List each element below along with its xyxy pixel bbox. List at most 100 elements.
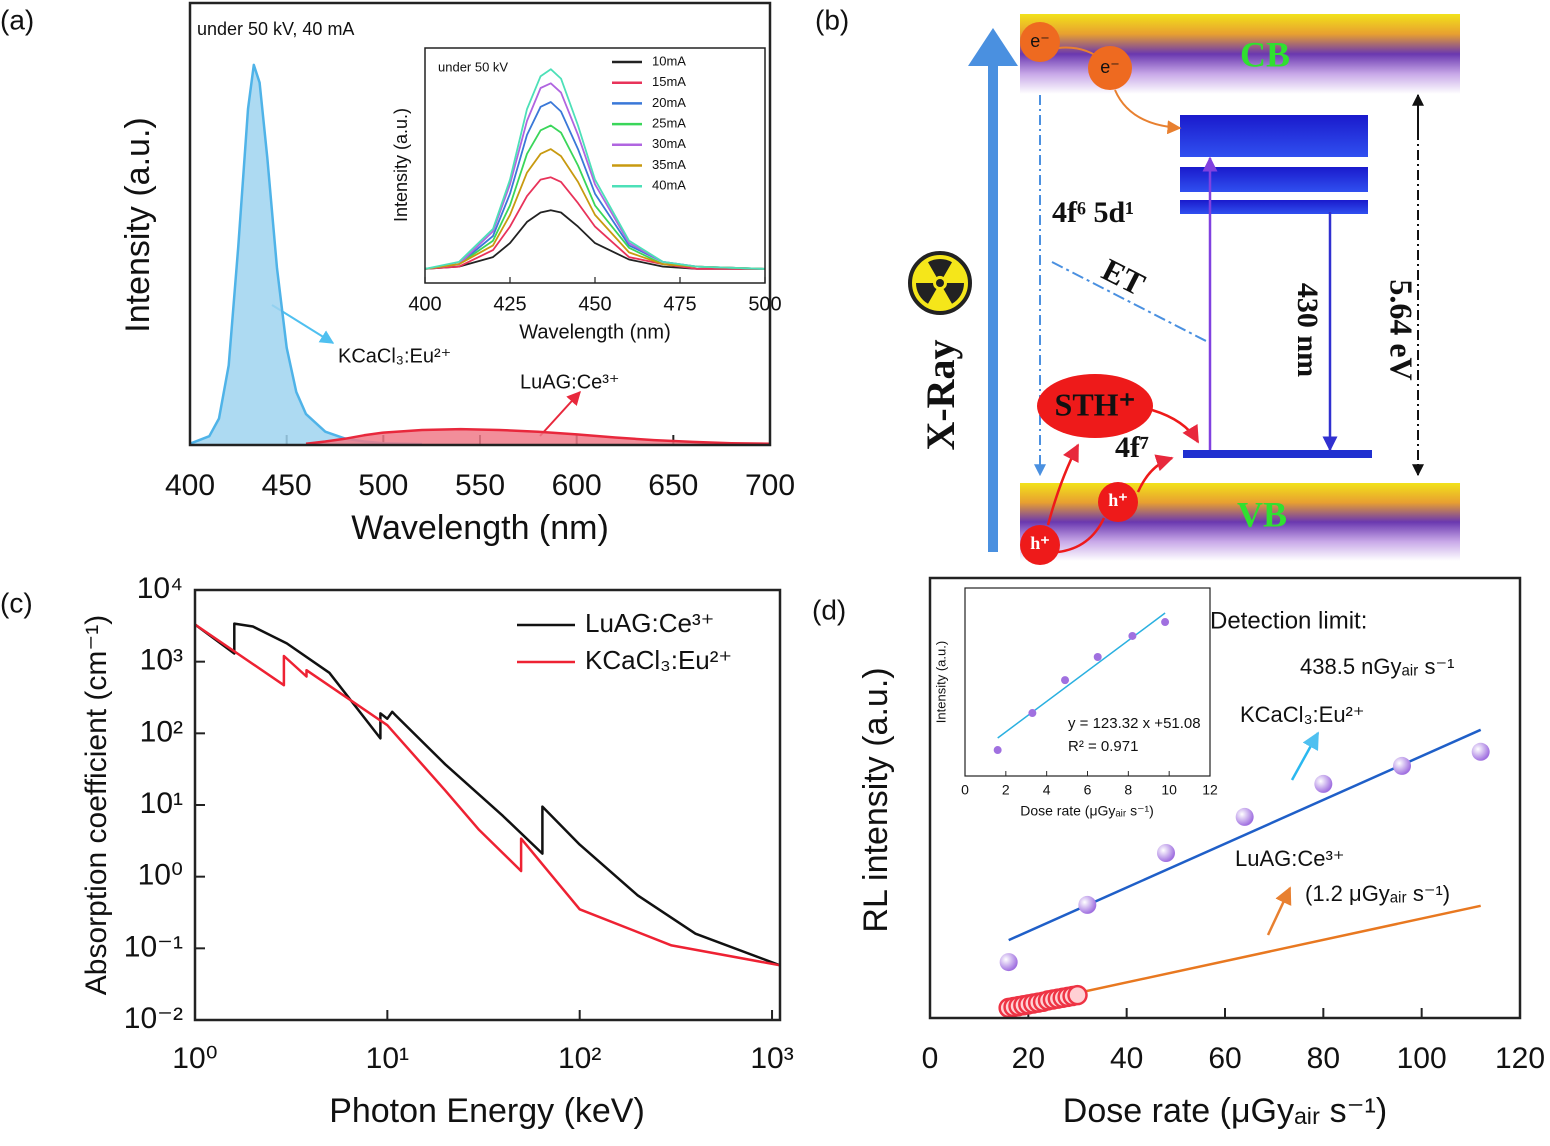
x-tick-label: 425: [493, 293, 526, 315]
energy-level: [1183, 450, 1372, 458]
y-tick-label: 10²: [140, 715, 183, 748]
band-label: VB: [1237, 494, 1287, 534]
plot-frame: [928, 576, 1522, 1020]
x-tick-label: 650: [648, 469, 698, 502]
x-tick-label: 120: [1495, 1042, 1545, 1075]
inset-background: [965, 588, 1210, 776]
series-line: [305, 427, 771, 445]
data-point: [1093, 652, 1102, 661]
band-label: CB: [1240, 34, 1290, 74]
x-tick-label: 12: [1202, 782, 1218, 798]
annotation: under 50 kV: [438, 59, 508, 74]
energy-transfer: [1051, 261, 1209, 343]
legend-label: 30mA: [652, 136, 686, 151]
energy-level: [1180, 167, 1368, 192]
series-line: [424, 209, 765, 270]
x-tick-label: 500: [748, 293, 781, 315]
x-tick-label: 550: [455, 469, 505, 502]
y-axis-label: Intensity (a.u.): [933, 641, 948, 723]
x-axis-label: Wavelength (nm): [351, 509, 609, 547]
y-tick-label: 10⁻²: [124, 1002, 183, 1035]
energy-level: [1180, 200, 1368, 214]
series-label: KCaCl₃:Eu²⁺: [1240, 702, 1365, 727]
panel-label: (c): [0, 587, 33, 618]
x-tick-label: 4: [1043, 782, 1051, 798]
y-axis-label: RL intensity (a.u.): [857, 667, 895, 932]
panel-label: (d): [812, 594, 846, 625]
hole: [1020, 525, 1060, 565]
electron-path: [1114, 89, 1182, 135]
x-axis-label: Dose rate (μGyₐᵢᵣ s⁻¹): [1020, 803, 1154, 819]
y-tick-label: 10¹: [140, 787, 183, 820]
annotation: y = 123.32 x +51.08: [1068, 715, 1201, 732]
x-tick-label: 40: [1110, 1042, 1143, 1075]
data-point: [1128, 631, 1137, 640]
electron: [1020, 22, 1060, 62]
x-tick-label: 60: [1208, 1042, 1241, 1075]
x-tick-label: 100: [1397, 1042, 1447, 1075]
series-label: LuAG:Ce³⁺: [1235, 846, 1344, 871]
legend-label: 20mA: [652, 95, 686, 110]
data-point: [1161, 618, 1170, 627]
data-point: [1314, 774, 1333, 793]
plot-frame: [193, 588, 782, 1022]
annotation-arrow: [1266, 886, 1292, 936]
series-label: LuAG:Ce³⁺: [520, 371, 619, 393]
radiation-blade: [916, 283, 937, 304]
x-axis-label: Dose rate (μGyₐᵢᵣ s⁻¹): [1063, 1092, 1387, 1130]
hole-label: h⁺: [1108, 490, 1128, 510]
legend-label: KCaCl₃:Eu²⁺: [585, 645, 732, 675]
series-line: [424, 148, 766, 270]
hole-path: [1136, 454, 1174, 493]
legend-label: 10mA: [652, 53, 686, 68]
data-point: [1028, 709, 1037, 718]
x-tick-label: 10: [1161, 782, 1177, 798]
x-tick-label: 0: [922, 1042, 939, 1075]
x-axis-label: Wavelength (nm): [519, 321, 671, 343]
y-tick-label: 10⁻¹: [124, 930, 183, 963]
electron-label: e⁻: [1100, 57, 1120, 77]
radiation-symbol: [916, 259, 964, 304]
radiation-blade: [928, 259, 952, 277]
legend-label: 15mA: [652, 74, 686, 89]
y-tick-label: 10⁰: [138, 859, 183, 892]
annotation: R² = 0.971: [1068, 738, 1138, 755]
data-point: [1393, 756, 1411, 775]
x-tick-label: 8: [1124, 782, 1132, 798]
series-label: KCaCl₃:Eu²⁺: [338, 345, 451, 367]
self-trapped-hole: [1037, 374, 1153, 438]
energy-level: [1180, 115, 1368, 157]
source-label: X-Ray: [918, 339, 963, 450]
y-tick-label: 10⁴: [137, 572, 183, 605]
emission-label: 430 nm: [1291, 283, 1324, 377]
x-tick-label: 400: [165, 469, 215, 502]
plot-frame: [964, 587, 1211, 777]
radiation-blade: [943, 283, 964, 304]
radiation-center: [936, 279, 944, 287]
transfer-label: ET: [1096, 251, 1150, 302]
level-label: 4f⁶ 5d¹: [1052, 196, 1134, 229]
trap-label: STH⁺: [1055, 386, 1136, 422]
data-point: [1067, 984, 1088, 1006]
x-tick-label: 2: [1002, 782, 1010, 798]
y-axis-label: Intensity (a.u.): [391, 108, 411, 222]
electron: [1088, 46, 1132, 90]
hole: [1098, 482, 1138, 522]
x-axis-label: Photon Energy (keV): [329, 1092, 645, 1130]
x-tick-label: 700: [745, 469, 795, 502]
x-tick-label: 450: [578, 293, 611, 315]
valence-band: [1020, 483, 1460, 561]
series-line: [189, 63, 423, 446]
legend-label: 25mA: [652, 116, 686, 131]
y-axis-label: Absorption coefficient (cm⁻¹): [80, 615, 113, 995]
x-tick-label: 450: [262, 469, 312, 502]
panel-label: (a): [0, 4, 34, 35]
x-tick-label: 80: [1307, 1042, 1340, 1075]
hole-path: [1151, 408, 1200, 444]
data-point: [1157, 844, 1175, 862]
panel-label: (b): [815, 4, 849, 35]
data-point: [999, 953, 1018, 972]
plot-frame: [188, 1, 772, 447]
data-point: [1078, 895, 1097, 914]
